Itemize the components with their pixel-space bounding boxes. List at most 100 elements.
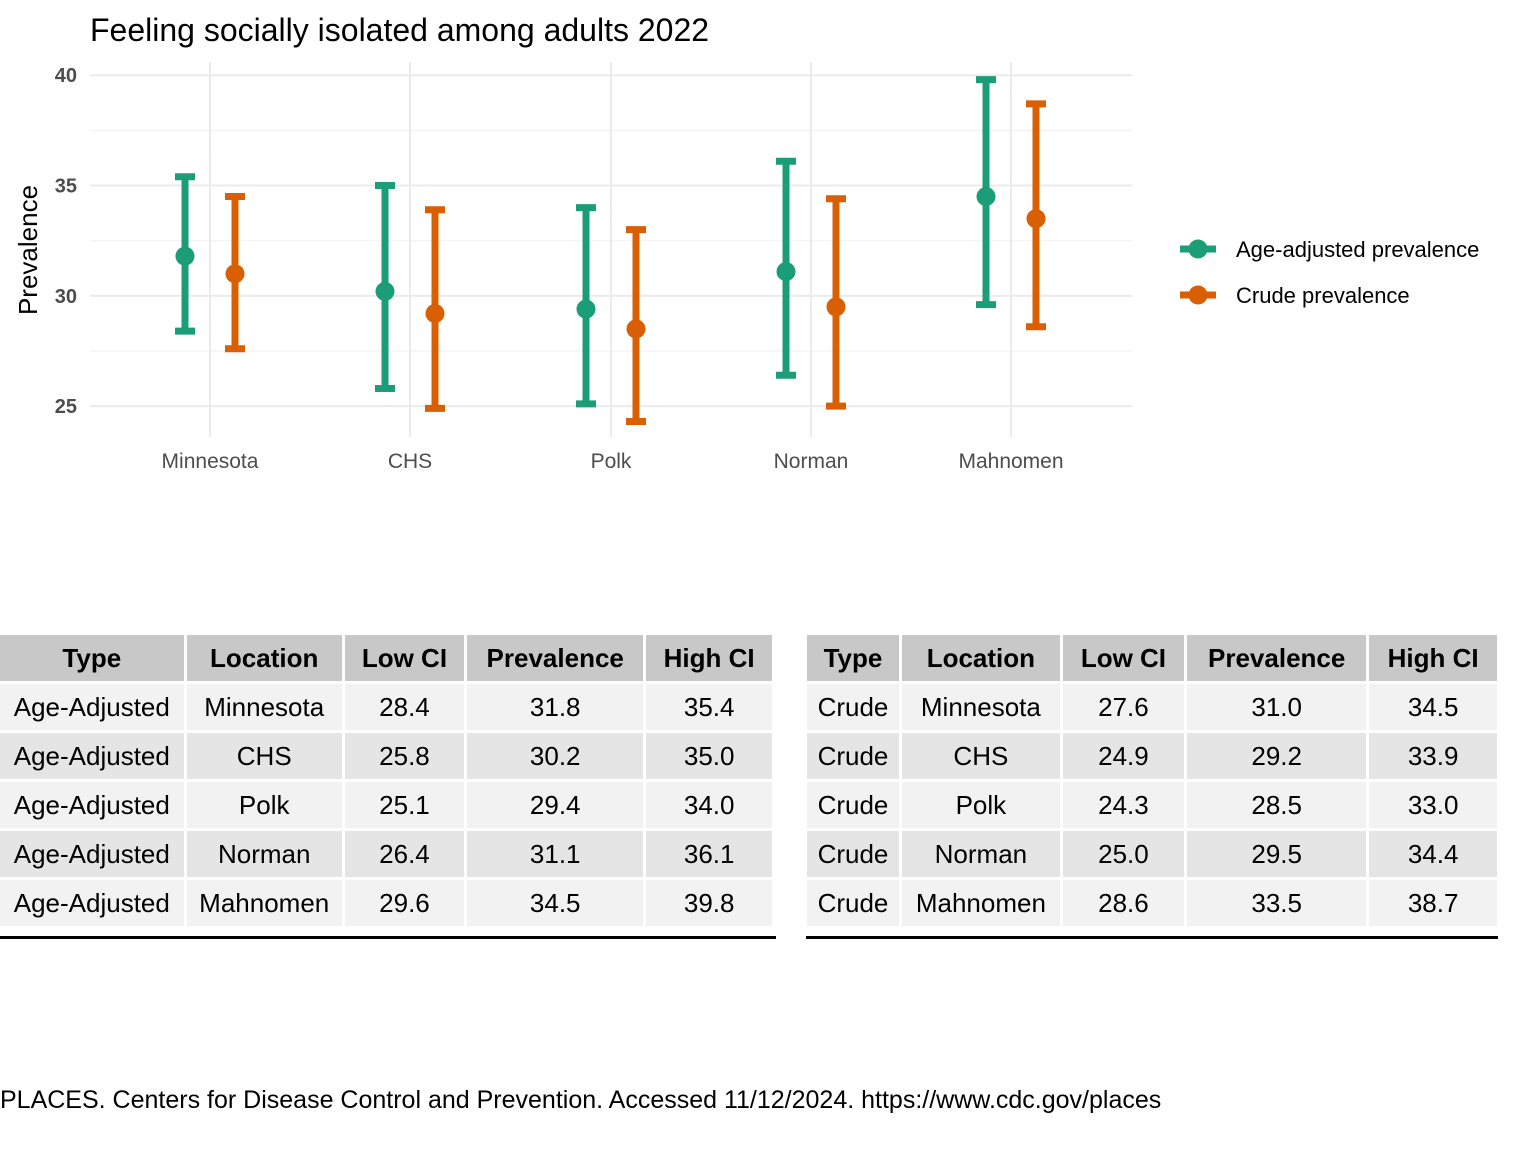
data-point bbox=[175, 246, 195, 266]
table-cell: 31.1 bbox=[467, 831, 644, 877]
legend-key-point bbox=[1188, 285, 1208, 305]
table-row: Age-Adjusted Norman 26.4 31.1 36.1 bbox=[0, 831, 772, 877]
column-header: Prevalence bbox=[467, 635, 644, 681]
table-cell: 34.5 bbox=[467, 880, 644, 926]
table-cell: Polk bbox=[901, 782, 1060, 828]
column-header: Prevalence bbox=[1187, 635, 1367, 681]
table-cell: 33.0 bbox=[1369, 782, 1497, 828]
x-tick-label: Polk bbox=[591, 450, 632, 473]
errorbar bbox=[776, 157, 796, 379]
column-header: Low CI bbox=[1062, 635, 1185, 681]
column-header: Location bbox=[186, 635, 342, 681]
table-cell: 24.3 bbox=[1062, 782, 1185, 828]
data-point bbox=[1026, 209, 1046, 229]
table-cell: 38.7 bbox=[1369, 880, 1497, 926]
errorbar bbox=[175, 173, 195, 335]
column-header: Location bbox=[901, 635, 1060, 681]
table-cell: 29.4 bbox=[467, 782, 644, 828]
table-row: Crude Polk 24.3 28.5 33.0 bbox=[807, 782, 1497, 828]
table-cell: 36.1 bbox=[646, 831, 772, 877]
table-cell: Age-Adjusted bbox=[0, 684, 184, 730]
table-cell: 33.9 bbox=[1369, 733, 1497, 779]
table-cell: 31.8 bbox=[467, 684, 644, 730]
chart-marks bbox=[175, 76, 1046, 426]
errorbar bbox=[225, 193, 245, 353]
x-axis-ticks: Minnesota CHS Polk Norman Mahnomen bbox=[162, 450, 1064, 473]
table-cell: 25.0 bbox=[1062, 831, 1185, 877]
x-tick-label: Norman bbox=[774, 450, 849, 473]
y-tick-label: 25 bbox=[55, 396, 77, 418]
table-cell: Norman bbox=[186, 831, 342, 877]
table-cell: CHS bbox=[186, 733, 342, 779]
legend-label: Age-adjusted prevalence bbox=[1236, 237, 1479, 262]
table-cell: Minnesota bbox=[186, 684, 342, 730]
data-point bbox=[976, 187, 996, 207]
y-tick-label: 35 bbox=[55, 176, 77, 198]
crude-table: Type Location Low CI Prevalence High CI Crud… bbox=[804, 632, 1500, 929]
table-cell: Crude bbox=[807, 880, 899, 926]
y-tick-label: 40 bbox=[55, 65, 77, 87]
table-row: Crude Minnesota 27.6 31.0 34.5 bbox=[807, 684, 1497, 730]
table-cell: Age-Adjusted bbox=[0, 831, 184, 877]
data-point bbox=[776, 262, 796, 282]
data-point bbox=[576, 299, 596, 319]
table-bottom-rule bbox=[806, 936, 1498, 939]
table-cell: 35.0 bbox=[646, 733, 772, 779]
table-row: Age-Adjusted Minnesota 28.4 31.8 35.4 bbox=[0, 684, 772, 730]
chart-grid bbox=[90, 62, 1132, 437]
table-cell: Minnesota bbox=[901, 684, 1060, 730]
legend-label: Crude prevalence bbox=[1236, 283, 1410, 308]
age-adjusted-table: Type Location Low CI Prevalence High CI Age-… bbox=[0, 632, 775, 929]
table-cell: 25.1 bbox=[344, 782, 465, 828]
table-row: Age-Adjusted Polk 25.1 29.4 34.0 bbox=[0, 782, 772, 828]
errorbar bbox=[576, 204, 596, 408]
y-axis-ticks: 25 30 35 40 bbox=[55, 65, 77, 418]
column-header: High CI bbox=[646, 635, 772, 681]
table-cell: Mahnomen bbox=[901, 880, 1060, 926]
errorbar bbox=[375, 182, 395, 392]
table-cell: Mahnomen bbox=[186, 880, 342, 926]
table-cell: 29.5 bbox=[1187, 831, 1367, 877]
errorbar bbox=[1026, 100, 1046, 331]
table-cell: CHS bbox=[901, 733, 1060, 779]
table-cell: Age-Adjusted bbox=[0, 782, 184, 828]
table-cell: 29.6 bbox=[344, 880, 465, 926]
table-cell: 34.0 bbox=[646, 782, 772, 828]
table-bottom-rule bbox=[0, 936, 776, 939]
table-row: Crude Norman 25.0 29.5 34.4 bbox=[807, 831, 1497, 877]
table-row: Age-Adjusted CHS 25.8 30.2 35.0 bbox=[0, 733, 772, 779]
table-cell: 31.0 bbox=[1187, 684, 1367, 730]
table-cell: 34.4 bbox=[1369, 831, 1497, 877]
table-cell: 28.6 bbox=[1062, 880, 1185, 926]
table-row: Crude Mahnomen 28.6 33.5 38.7 bbox=[807, 880, 1497, 926]
table-cell: 27.6 bbox=[1062, 684, 1185, 730]
data-point bbox=[375, 281, 395, 301]
errorbar bbox=[425, 206, 445, 412]
data-point bbox=[826, 297, 846, 317]
data-point bbox=[225, 264, 245, 284]
column-header: Type bbox=[807, 635, 899, 681]
legend: Age-adjusted prevalence Crude prevalence bbox=[1180, 237, 1479, 308]
table-cell: Crude bbox=[807, 831, 899, 877]
table-cell: Crude bbox=[807, 733, 899, 779]
table-row: Age-Adjusted Mahnomen 29.6 34.5 39.8 bbox=[0, 880, 772, 926]
source-note: PLACES. Centers for Disease Control and … bbox=[0, 1086, 1162, 1114]
x-tick-label: Minnesota bbox=[162, 450, 259, 473]
table-cell: Age-Adjusted bbox=[0, 733, 184, 779]
table-cell: 30.2 bbox=[467, 733, 644, 779]
table-cell: 34.5 bbox=[1369, 684, 1497, 730]
table-cell: 28.4 bbox=[344, 684, 465, 730]
table-cell: 35.4 bbox=[646, 684, 772, 730]
y-tick-label: 30 bbox=[55, 286, 77, 308]
table-cell: Age-Adjusted bbox=[0, 880, 184, 926]
table-cell: Polk bbox=[186, 782, 342, 828]
table-cell: Crude bbox=[807, 684, 899, 730]
table-cell: 28.5 bbox=[1187, 782, 1367, 828]
table-cell: Norman bbox=[901, 831, 1060, 877]
table-cell: Crude bbox=[807, 782, 899, 828]
y-axis-label: Prevalence bbox=[13, 185, 43, 315]
table-header-row: Type Location Low CI Prevalence High CI bbox=[807, 635, 1497, 681]
errorbar bbox=[976, 76, 996, 309]
table-row: Crude CHS 24.9 29.2 33.9 bbox=[807, 733, 1497, 779]
